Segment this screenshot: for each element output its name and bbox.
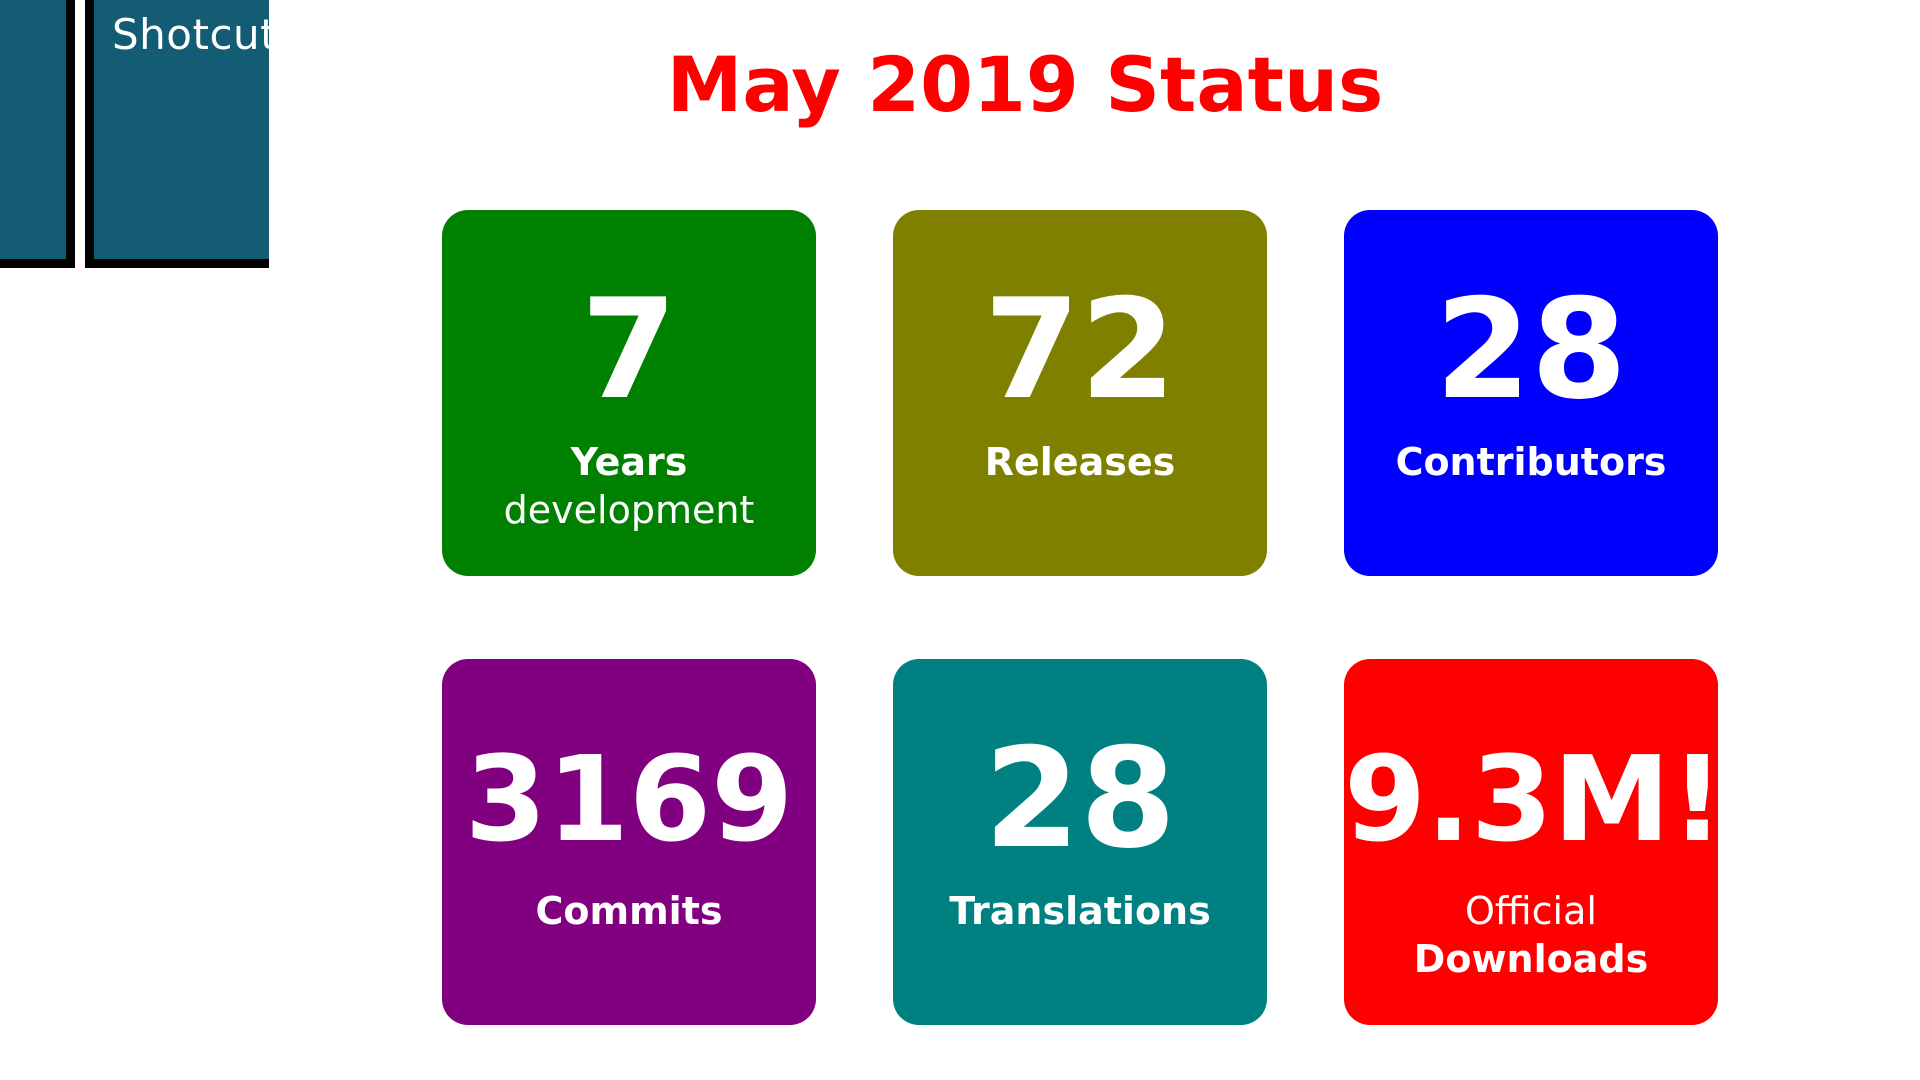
tile-commits: 3169 Commits: [442, 659, 816, 1025]
logo-strip-right: Shotcut: [85, 0, 277, 268]
tile-years: 7 Years development: [442, 210, 816, 576]
tile-label: Contributors: [1344, 438, 1718, 486]
logo-text: Shotcut: [112, 10, 278, 59]
tile-label: Years development: [442, 438, 816, 534]
tile-label-primary: Downloads: [1413, 937, 1649, 981]
tile-value: 72: [983, 269, 1177, 430]
tile-label-primary: Translations: [949, 889, 1211, 933]
tile-downloads: 9.3M! Official Downloads: [1344, 659, 1725, 1025]
tile-label-secondary: development: [503, 488, 755, 532]
tile-value: 3169: [464, 730, 794, 868]
tile-label: Releases: [893, 438, 1267, 486]
tile-label-primary: Commits: [535, 889, 723, 933]
tile-contributors: 28 Contributors: [1344, 210, 1718, 576]
tile-label: Commits: [442, 887, 816, 935]
tile-label-primary: Years: [570, 440, 688, 484]
logo-strip-left: [0, 0, 75, 268]
tile-label-primary: Releases: [984, 440, 1176, 484]
tile-value: 9.3M!: [1344, 730, 1725, 868]
tile-translations: 28 Translations: [893, 659, 1267, 1025]
tile-label-light-top: Official: [1465, 889, 1597, 933]
tile-value: 28: [983, 718, 1177, 879]
tile-label-primary: Contributors: [1395, 440, 1667, 484]
page-title: May 2019 Status: [666, 40, 1384, 129]
tile-releases: 72 Releases: [893, 210, 1267, 576]
tile-value: 7: [580, 269, 678, 430]
tile-label: Official Downloads: [1344, 887, 1718, 983]
tile-label: Translations: [893, 887, 1267, 935]
tile-value: 28: [1434, 269, 1628, 430]
